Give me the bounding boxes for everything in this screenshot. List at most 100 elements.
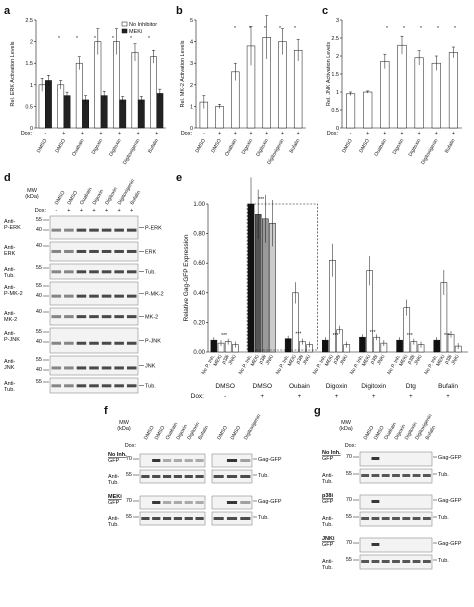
significance-mark: * bbox=[76, 36, 78, 42]
blot-band bbox=[371, 474, 380, 477]
x-tick-label: Ouabain bbox=[373, 138, 388, 158]
x-subcategory-label: JNKi bbox=[413, 354, 423, 366]
blot-band bbox=[76, 294, 87, 298]
bar bbox=[380, 61, 390, 129]
bar bbox=[57, 84, 65, 129]
blot-band bbox=[126, 366, 137, 370]
chart-gag-gfp-expression: 0.00 0.20 0.40 0.60 0.80 1.00 Relative Gag-GFP… bbox=[183, 177, 468, 400]
x-subcategory-label: MEKi bbox=[435, 354, 446, 367]
mw-marker: 70 bbox=[126, 498, 132, 504]
x-tick-label: DMSO bbox=[210, 138, 223, 154]
group-label: Dtg bbox=[406, 383, 417, 390]
blot-band bbox=[89, 228, 99, 232]
blot-band bbox=[64, 315, 74, 319]
blot-band bbox=[184, 475, 193, 478]
mw-marker: 70 bbox=[346, 497, 352, 503]
dox-value: + bbox=[446, 394, 450, 400]
blot-band bbox=[101, 384, 112, 388]
dox-value: - bbox=[203, 131, 205, 137]
dox-value: + bbox=[261, 394, 265, 400]
lane-label: DMSO bbox=[66, 190, 79, 206]
blot-band bbox=[184, 517, 193, 520]
dox-row-label: Dox: bbox=[35, 208, 47, 214]
blot-band bbox=[76, 341, 87, 345]
blot-membrane bbox=[359, 494, 433, 510]
blot-band bbox=[412, 474, 421, 477]
panel-label-b: b bbox=[176, 5, 183, 17]
blot-band bbox=[371, 543, 380, 546]
antibody-label: Anti-MK-2 bbox=[4, 311, 17, 323]
panel-label-c: c bbox=[322, 5, 328, 17]
lane-label: DMSO bbox=[230, 425, 243, 441]
blot-band bbox=[381, 474, 390, 477]
dox-value: + bbox=[401, 131, 404, 137]
x-tick-label: Digitoxigenin bbox=[420, 138, 440, 166]
y-tick-label: 1.5 bbox=[25, 61, 33, 67]
blot-band bbox=[371, 560, 380, 563]
y-axis-label: Rel. ERK Activation Levels bbox=[10, 41, 16, 106]
dox-value: + bbox=[335, 394, 339, 400]
blot-band bbox=[162, 475, 172, 478]
bar bbox=[137, 99, 145, 129]
blot-band bbox=[240, 459, 251, 462]
blot-band bbox=[76, 228, 87, 232]
significance-mark: * bbox=[420, 26, 422, 32]
y-tick-label: 0 bbox=[336, 126, 339, 132]
bar bbox=[346, 93, 356, 129]
mw-marker: 55 bbox=[126, 514, 132, 520]
blot-band bbox=[371, 517, 380, 520]
y-tick-label: 2.5 bbox=[25, 18, 33, 24]
bar bbox=[431, 62, 441, 129]
group-label: DMSO bbox=[253, 383, 273, 390]
dox-row-label: Dox: bbox=[345, 443, 357, 449]
y-axis-label: Relative Gag-GFP Expression bbox=[183, 234, 190, 321]
antibody-label: Anti-P-MK-2 bbox=[4, 285, 23, 297]
mw-header: MW (kDa) bbox=[117, 420, 131, 432]
lane-label: DMSO bbox=[54, 190, 67, 206]
blot-band bbox=[226, 475, 238, 478]
dox-value: + bbox=[137, 131, 140, 137]
blot-band bbox=[240, 475, 251, 478]
blot-band bbox=[381, 560, 390, 563]
blot-band bbox=[141, 475, 150, 478]
x-subcategory-label: MEKi bbox=[398, 354, 409, 367]
blot-band bbox=[51, 294, 62, 298]
significance-mark: * bbox=[279, 26, 281, 32]
blot-band bbox=[240, 501, 251, 504]
mw-header: MW (kDa) bbox=[25, 188, 39, 200]
dox-value: + bbox=[118, 131, 121, 137]
band-target-label: Gag-GFP bbox=[438, 498, 462, 504]
x-tick-label: Digitoxin bbox=[255, 138, 270, 158]
blot-band bbox=[101, 249, 112, 253]
bar bbox=[156, 93, 164, 129]
chart-jnk-activation: 0 0.5 1 1.5 2 2.5 3 Rel. JNK Activation Levels -… bbox=[326, 18, 462, 166]
dox-value: + bbox=[155, 131, 158, 137]
blot-band bbox=[152, 517, 161, 520]
x-tick-label: DMSO bbox=[54, 138, 67, 154]
blot-band bbox=[51, 249, 62, 253]
significance-mark: * bbox=[403, 26, 405, 32]
blot-band bbox=[392, 517, 400, 520]
antibody-label: Anti-Tub. bbox=[4, 381, 15, 393]
western-blot-g: MW (kDa)Dox:DMSODMSOOuabainDigoxinDigitox… bbox=[322, 413, 462, 571]
mw-marker: 70 bbox=[346, 454, 352, 460]
x-subcategory-label: p38i bbox=[221, 354, 231, 365]
x-subcategory-label: JNKi bbox=[339, 354, 349, 366]
panel-label-d: d bbox=[4, 172, 11, 184]
x-tick-label: Digitoxigenin bbox=[122, 138, 142, 166]
x-tick-label: Digoxin bbox=[91, 138, 105, 156]
mw-marker: 55 bbox=[346, 557, 352, 563]
y-tick-label: 0 bbox=[30, 126, 33, 132]
dox-value: + bbox=[118, 208, 121, 214]
mw-marker: 55 bbox=[346, 471, 352, 477]
bar bbox=[150, 56, 157, 129]
band-target-label: JNK bbox=[145, 364, 156, 370]
blot-band bbox=[152, 501, 161, 504]
antibody-label: GFP bbox=[108, 500, 120, 506]
dox-value: + bbox=[409, 394, 413, 400]
y-tick-label: 5 bbox=[190, 18, 193, 24]
significance-mark: *** bbox=[258, 197, 264, 203]
blot-band bbox=[64, 341, 74, 345]
antibody-label: Anti-Tub. bbox=[108, 474, 119, 486]
